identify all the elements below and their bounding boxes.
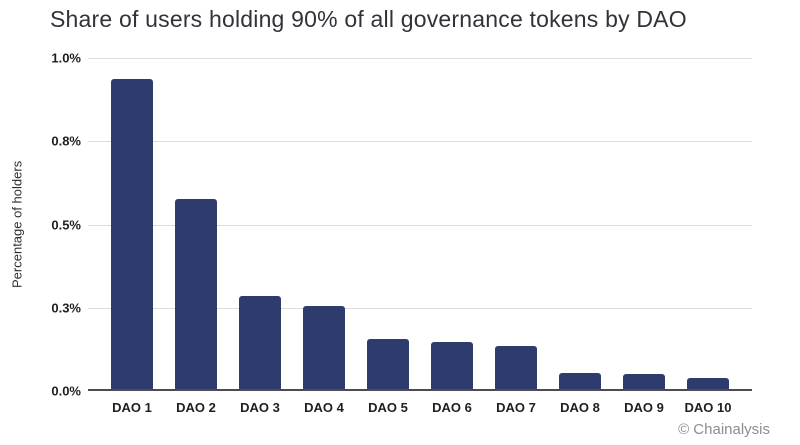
y-tick-label: 0.8% [51, 133, 81, 149]
x-tick-slot: DAO 5 [367, 400, 409, 415]
x-tick-slot: DAO 1 [111, 400, 153, 415]
bar-series [88, 58, 752, 389]
y-tick-label: 0.3% [51, 300, 81, 316]
x-tick-label: DAO 9 [624, 400, 664, 415]
y-tick-label: 1.0% [51, 50, 81, 66]
bar-dao-5 [367, 339, 409, 389]
plot-area [88, 58, 752, 391]
x-tick-label: DAO 7 [496, 400, 536, 415]
x-tick-label: DAO 5 [368, 400, 408, 415]
bar-dao-1 [111, 79, 153, 389]
y-axis-tick-labels: 0.0% 0.3% 0.5% 0.8% 1.0% [0, 51, 81, 399]
x-tick-slot: DAO 8 [559, 400, 601, 415]
x-axis-tick-labels: DAO 1 DAO 2 DAO 3 DAO 4 DAO 5 DAO 6 DAO 7 DAO 8… [88, 400, 752, 415]
bar-dao-3 [239, 295, 281, 389]
bar-dao-8 [559, 373, 601, 389]
attribution: © Chainalysis [678, 421, 770, 438]
y-tick-label: 0.5% [51, 217, 81, 232]
x-tick-slot: DAO 10 [684, 400, 732, 415]
bar-dao-9 [623, 374, 665, 389]
gridline-0.3% [88, 307, 752, 309]
x-tick-label: DAO 2 [176, 400, 216, 415]
x-tick-slot: DAO 6 [431, 400, 473, 415]
x-tick-slot: DAO 2 [175, 400, 217, 415]
bar-dao-7 [495, 345, 537, 389]
x-tick-slot: DAO 4 [303, 400, 345, 415]
bar-dao-6 [431, 342, 473, 389]
x-tick-label: DAO 1 [112, 400, 152, 415]
x-tick-label: DAO 10 [684, 400, 732, 415]
bar-dao-2 [175, 199, 217, 389]
x-tick-label: DAO 6 [432, 400, 472, 415]
x-tick-slot: DAO 7 [495, 400, 537, 415]
bar-dao-4 [303, 305, 345, 389]
bar-dao-10 [687, 378, 729, 389]
x-tick-label: DAO 3 [240, 400, 280, 415]
chart-title: Share of users holding 90% of all govern… [50, 6, 687, 32]
y-tick-label: 0.0% [51, 383, 81, 399]
x-tick-label: DAO 4 [304, 400, 344, 415]
x-tick-slot: DAO 3 [239, 400, 281, 415]
x-tick-label: DAO 8 [560, 400, 600, 415]
gridline-1.0% [88, 58, 752, 59]
x-tick-slot: DAO 9 [623, 400, 665, 415]
gridline-0.5% [88, 224, 752, 226]
gridline-0.8% [88, 141, 752, 143]
